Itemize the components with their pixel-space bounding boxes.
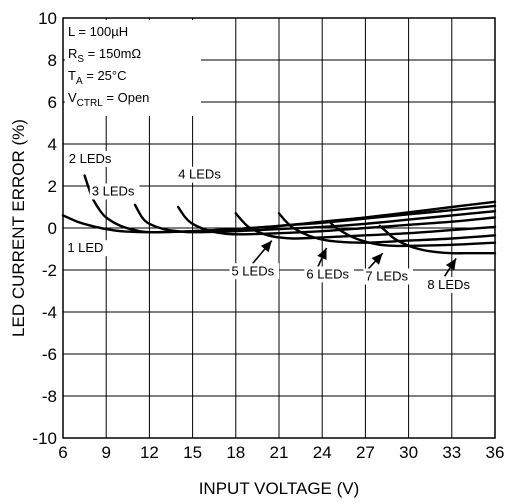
label-bg-2-leds [66, 150, 117, 167]
y-tick-label: 6 [48, 93, 57, 112]
y-tick-label: 4 [48, 135, 57, 154]
condition-3: VCTRL = Open [68, 90, 149, 109]
x-tick-label: 33 [442, 443, 461, 462]
x-tick-labels: 6 9 12 15 18 21 24 27 30 33 36 [58, 443, 504, 462]
y-tick-label: -4 [42, 303, 57, 322]
condition-0: L = 100µH [68, 24, 128, 39]
x-tick-label: 6 [58, 443, 67, 462]
series-label-3-leds: 3 LEDs [92, 183, 135, 198]
label-bg-1-led [65, 240, 108, 257]
x-tick-label: 27 [356, 443, 375, 462]
series-curves [61, 174, 497, 255]
y-tick-label: 10 [38, 9, 57, 28]
arrowhead-5-leds [260, 240, 272, 253]
condition-2: TA = 25°C [68, 68, 127, 87]
series-label-4-leds: 4 LEDs [178, 167, 221, 182]
y-tick-label: 2 [48, 177, 57, 196]
arrowhead-6-leds [317, 247, 327, 261]
label-bg-5-leds [229, 263, 280, 280]
y-tick-label: -2 [42, 261, 57, 280]
x-tick-label: 24 [313, 443, 332, 462]
y-tick-label: 0 [48, 219, 57, 238]
y-tick-label: -8 [42, 387, 57, 406]
series-line-5-leds [234, 212, 497, 240]
series-label-1-led: 1 LED [67, 240, 103, 255]
x-tick-label: 9 [101, 443, 110, 462]
series-line-7-leds [328, 220, 497, 248]
series-label-5-leds: 5 LEDs [231, 263, 274, 278]
label-bg-3-leds [89, 183, 140, 200]
arrowhead-8-leds [445, 258, 457, 271]
series-label-6-leds: 6 LEDs [306, 266, 349, 281]
series-label-2-leds: 2 LEDs [69, 151, 112, 166]
series-line-4-leds [177, 205, 497, 236]
label-bg-8-leds [425, 276, 475, 293]
x-tick-label: 18 [226, 443, 245, 462]
series-line-3-leds [133, 203, 497, 234]
series-line-8-leds [378, 224, 497, 255]
label-bg-7-leds [363, 268, 413, 285]
y-tick-label: 8 [48, 51, 57, 70]
x-axis-title: INPUT VOLTAGE (V) [199, 479, 360, 498]
test-conditions: L = 100µH RS = 150mΩ TA = 25°C VCTRL = Open [65, 20, 201, 116]
y-tick-label: -10 [32, 429, 57, 448]
series-labels: 1 LED 2 LEDs 3 LEDs 4 LEDs 5 LEDs 6 LEDs 7 LED… [65, 150, 475, 293]
series-label-8-leds: 8 LEDs [427, 277, 470, 292]
arrowhead-7-leds [371, 253, 383, 265]
label-bg-4-leds [176, 166, 226, 183]
x-tick-label: 36 [486, 443, 505, 462]
x-tick-label: 12 [140, 443, 159, 462]
y-tick-labels: 10 8 6 4 2 0 -2 -4 -6 -8 -10 [32, 9, 57, 448]
series-label-7-leds: 7 LEDs [365, 269, 408, 284]
x-tick-label: 15 [183, 443, 202, 462]
conditions-bg [65, 20, 201, 116]
x-tick-label: 21 [270, 443, 289, 462]
condition-1: RS = 150mΩ [68, 46, 141, 65]
series-line-6-leds [277, 212, 497, 244]
x-tick-label: 30 [399, 443, 418, 462]
plot-frame [62, 17, 496, 439]
y-tick-label: -6 [42, 345, 57, 364]
label-bg-6-leds [304, 266, 354, 283]
y-axis-title: LED CURRENT ERROR (%) [9, 119, 28, 337]
